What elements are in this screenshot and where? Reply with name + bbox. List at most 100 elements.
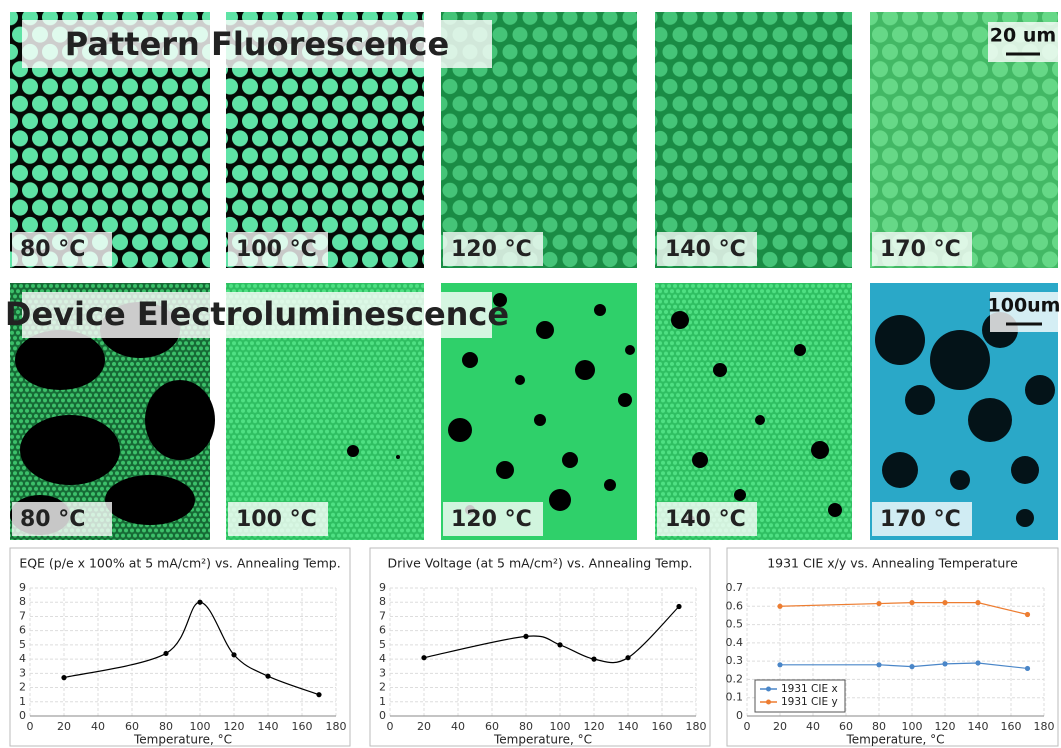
x-tick-label: 120: [935, 720, 956, 733]
chart-title: Drive Voltage (at 5 mA/cm²) vs. Annealin…: [387, 556, 692, 571]
data-point: [909, 664, 914, 669]
x-tick-label: 0: [387, 720, 394, 733]
page: Pattern Fluorescence Device Electrolumin…: [0, 0, 1061, 748]
electroluminescence-image: [655, 283, 852, 540]
x-tick-label: 40: [806, 720, 820, 733]
temperature-label: 170 °C: [880, 507, 961, 532]
data-point: [942, 600, 947, 605]
x-tick-label: 40: [91, 720, 105, 733]
y-tick-label: 0: [19, 709, 26, 722]
data-point: [676, 604, 681, 609]
x-tick-label: 140: [258, 720, 279, 733]
x-tick-label: 0: [744, 720, 751, 733]
x-tick-label: 60: [485, 720, 499, 733]
data-point: [591, 657, 596, 662]
x-tick-label: 100: [550, 720, 571, 733]
x-tick-label: 180: [686, 720, 707, 733]
x-tick-label: 160: [292, 720, 313, 733]
x-tick-label: 20: [417, 720, 431, 733]
legend-swatch: [766, 687, 771, 692]
legend-swatch: [766, 700, 771, 705]
data-point: [61, 675, 66, 680]
y-tick-label: 6: [19, 624, 26, 637]
chart: EQE (p/e x 100% at 5 mA/cm²) vs. Anneali…: [10, 548, 350, 747]
temperature-label: 80 °C: [20, 507, 85, 532]
y-tick-label: 0.2: [726, 672, 744, 685]
data-point: [909, 600, 914, 605]
data-point: [265, 674, 270, 679]
x-tick-label: 80: [872, 720, 886, 733]
x-axis-label: Temperature, °C: [133, 733, 232, 747]
x-tick-label: 120: [224, 720, 245, 733]
data-point: [557, 642, 562, 647]
x-tick-label: 60: [125, 720, 139, 733]
y-tick-label: 0.3: [726, 654, 744, 667]
x-tick-label: 80: [159, 720, 173, 733]
x-axis-label: Temperature, °C: [845, 733, 944, 747]
y-tick-label: 7: [19, 609, 26, 622]
data-point: [421, 655, 426, 660]
y-tick-label: 5: [379, 638, 386, 651]
y-tick-label: 8: [19, 595, 26, 608]
y-tick-label: 1: [19, 695, 26, 708]
legend-label: 1931 CIE x: [781, 683, 838, 695]
x-tick-label: 180: [326, 720, 347, 733]
data-point: [777, 662, 782, 667]
data-point: [316, 692, 321, 697]
x-tick-label: 100: [902, 720, 923, 733]
temperature-label: 100 °C: [236, 507, 317, 532]
chart-title: 1931 CIE x/y vs. Annealing Temperature: [767, 556, 1018, 571]
y-tick-label: 0.5: [726, 618, 744, 631]
temperature-label: 170 °C: [880, 237, 961, 262]
temperature-label: 120 °C: [451, 237, 532, 262]
figure: Pattern Fluorescence Device Electrolumin…: [0, 0, 1061, 748]
data-point: [1025, 612, 1030, 617]
y-tick-label: 9: [19, 581, 26, 594]
y-tick-label: 2: [19, 681, 26, 694]
x-tick-label: 100: [190, 720, 211, 733]
y-tick-label: 0: [379, 709, 386, 722]
legend-label: 1931 CIE y: [781, 696, 838, 708]
chart: Drive Voltage (at 5 mA/cm²) vs. Annealin…: [370, 548, 710, 747]
x-tick-label: 60: [839, 720, 853, 733]
data-point: [876, 662, 881, 667]
y-tick-label: 0: [736, 709, 743, 722]
data-point: [975, 600, 980, 605]
x-tick-label: 140: [618, 720, 639, 733]
data-point: [942, 661, 947, 666]
x-axis-label: Temperature, °C: [493, 733, 592, 747]
y-tick-label: 0.6: [726, 599, 744, 612]
chart-title: EQE (p/e x 100% at 5 mA/cm²) vs. Anneali…: [19, 556, 340, 571]
fluorescence-image: [655, 12, 852, 268]
data-point: [625, 655, 630, 660]
data-point: [163, 651, 168, 656]
x-tick-label: 160: [1001, 720, 1022, 733]
y-tick-label: 3: [379, 666, 386, 679]
y-tick-label: 1: [379, 695, 386, 708]
x-tick-label: 0: [27, 720, 34, 733]
y-tick-label: 2: [379, 681, 386, 694]
x-tick-label: 140: [968, 720, 989, 733]
x-tick-label: 180: [1034, 720, 1055, 733]
y-tick-label: 9: [379, 581, 386, 594]
x-tick-label: 80: [519, 720, 533, 733]
x-tick-label: 20: [773, 720, 787, 733]
y-tick-label: 5: [19, 638, 26, 651]
y-tick-label: 0.1: [726, 691, 744, 704]
y-tick-label: 0.7: [726, 581, 744, 594]
temperature-label: 80 °C: [20, 237, 85, 262]
data-point: [975, 660, 980, 665]
temperature-label: 120 °C: [451, 507, 532, 532]
data-point: [777, 604, 782, 609]
data-point: [231, 652, 236, 657]
y-tick-label: 6: [379, 624, 386, 637]
scale-bar-label: 100um: [988, 295, 1061, 317]
x-tick-label: 160: [652, 720, 673, 733]
temperature-label: 140 °C: [665, 237, 746, 262]
y-tick-label: 0.4: [726, 636, 744, 649]
section-title: Device Electroluminescence: [5, 295, 509, 333]
temperature-label: 100 °C: [236, 237, 317, 262]
data-point: [1025, 666, 1030, 671]
y-tick-label: 4: [19, 652, 26, 665]
section-title: Pattern Fluorescence: [65, 25, 449, 63]
